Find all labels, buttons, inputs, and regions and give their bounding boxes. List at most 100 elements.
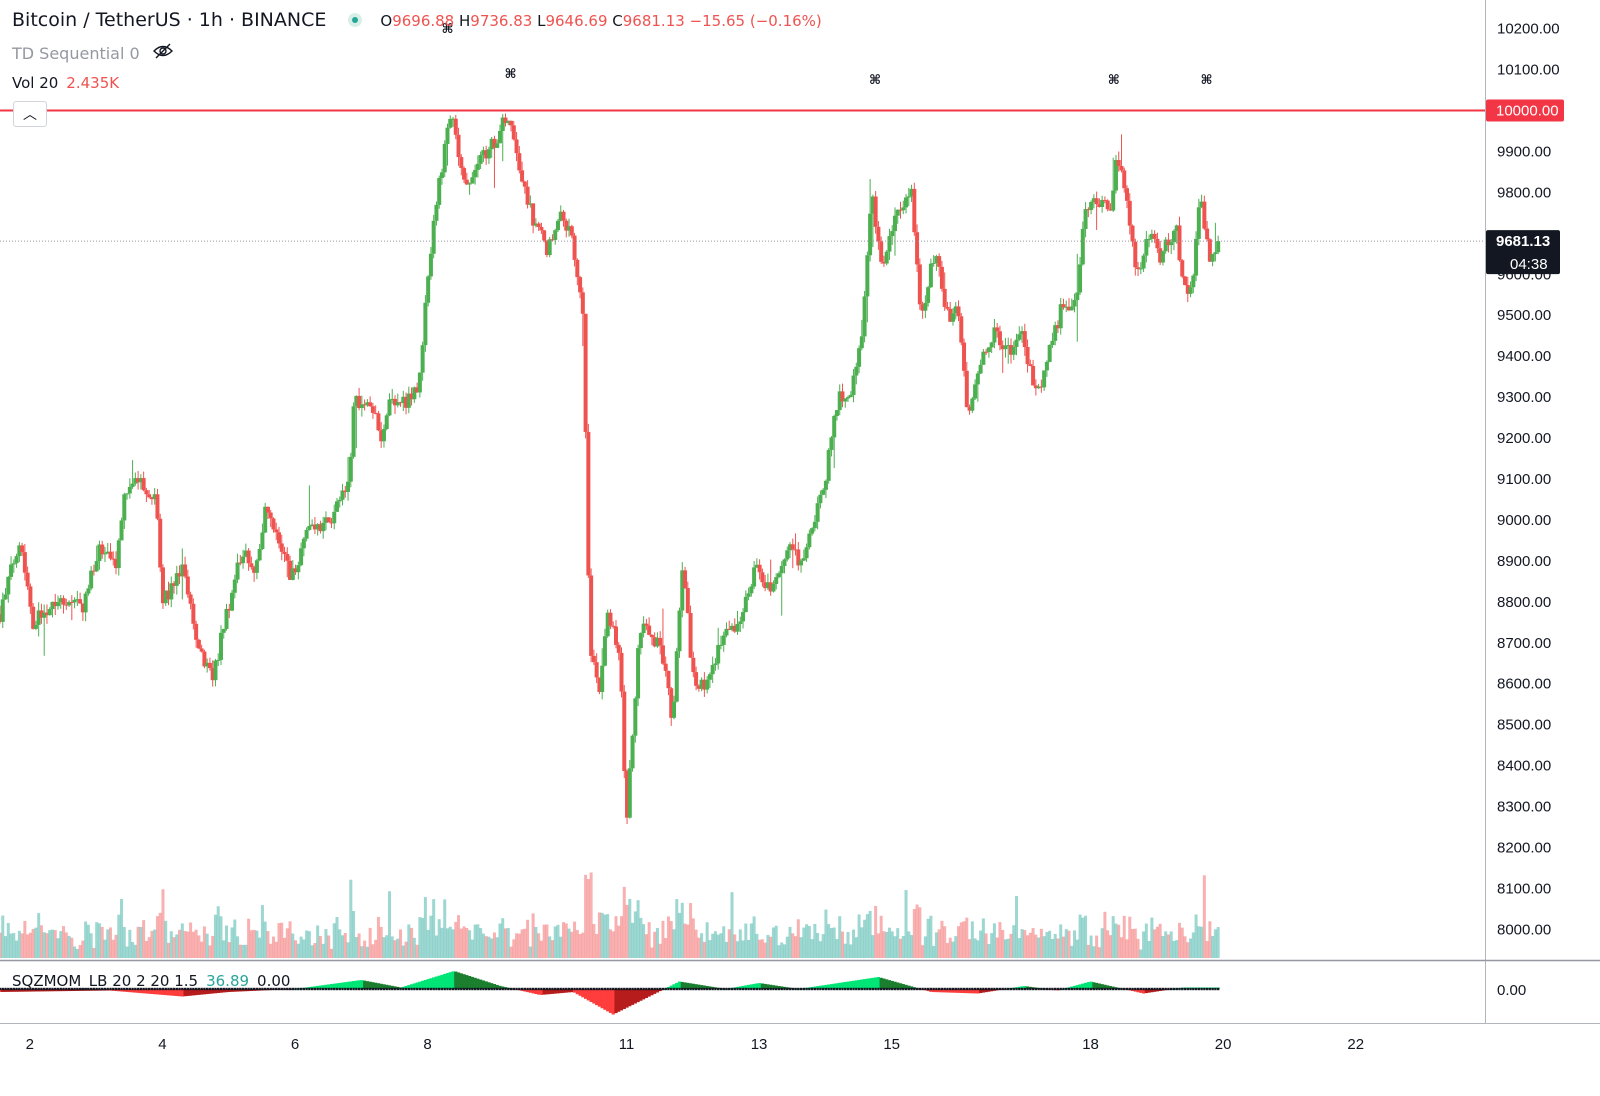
volume-legend[interactable]: Vol 20 2.435K xyxy=(12,74,119,92)
volume-bar xyxy=(1020,929,1024,958)
momentum-bar xyxy=(324,984,328,989)
squeeze-dot xyxy=(34,987,38,991)
squeeze-dot xyxy=(551,987,554,991)
candle-body xyxy=(133,478,138,484)
momentum-bar xyxy=(854,980,858,989)
volume-bar xyxy=(296,943,300,958)
candle-body xyxy=(746,593,751,597)
momentum-bar xyxy=(537,989,541,995)
volume-bar xyxy=(1125,939,1129,958)
candle-body xyxy=(42,612,47,618)
candle-body xyxy=(685,587,690,613)
squeeze-dot xyxy=(678,987,681,991)
candle-body xyxy=(531,203,536,226)
candle-body xyxy=(884,251,889,264)
squeeze-dots xyxy=(0,987,1220,991)
candle-body xyxy=(20,545,25,553)
candle-body xyxy=(78,599,83,604)
candle-body xyxy=(641,623,646,634)
volume-bar xyxy=(1216,927,1220,958)
candle-body xyxy=(572,235,577,260)
volume-bar xyxy=(111,939,115,958)
squeeze-dot xyxy=(628,987,631,991)
candle-body xyxy=(550,239,555,241)
squeeze-dot xyxy=(233,987,236,991)
squeeze-dot xyxy=(827,987,830,991)
candle-body xyxy=(467,183,472,185)
squeeze-dot xyxy=(1211,987,1214,991)
candle-body xyxy=(180,564,185,577)
squeeze-dot xyxy=(741,987,745,991)
candle-body xyxy=(196,639,201,649)
squeeze-dot xyxy=(520,987,524,991)
volume-bar xyxy=(211,935,215,958)
momentum-bar xyxy=(630,989,635,1005)
squeeze-dot xyxy=(675,987,678,991)
squeeze-dot xyxy=(476,987,480,991)
candle-body xyxy=(823,480,828,490)
volume-bar xyxy=(890,931,894,958)
candle-body xyxy=(768,582,773,592)
momentum-bar xyxy=(1108,986,1113,989)
candle-body xyxy=(61,598,66,605)
momentum-bar xyxy=(907,985,911,989)
momentum-bar xyxy=(153,989,157,995)
volume-bar xyxy=(1009,933,1013,958)
squeeze-momentum-legend[interactable]: SQZMOM_LB 20 2 20 1.5 36.89 0.00 xyxy=(12,972,290,990)
candle-body xyxy=(202,651,207,667)
candle-body xyxy=(147,494,152,498)
squeeze-dot xyxy=(943,987,946,991)
candle-body xyxy=(102,553,107,555)
volume-bar xyxy=(727,929,731,958)
candle-body xyxy=(895,209,900,216)
momentum-bar xyxy=(746,984,751,989)
volume-bar xyxy=(6,922,10,958)
momentum-bar xyxy=(967,989,972,994)
candle-body xyxy=(1122,170,1127,189)
last-price-tag[interactable]: 9681.13 04:38 xyxy=(1486,230,1560,275)
squeeze-dot xyxy=(142,987,145,991)
candle-body xyxy=(801,558,806,561)
market-status-dot-icon[interactable] xyxy=(348,13,363,27)
candle-body xyxy=(1216,241,1221,253)
candle-body xyxy=(602,636,607,666)
resistance-price-tag[interactable]: 10000.00 xyxy=(1486,99,1564,122)
candle-body xyxy=(707,674,712,680)
candle-body xyxy=(249,563,254,568)
squeeze-dot xyxy=(186,987,190,991)
volume-bar xyxy=(1056,938,1060,958)
candle-body xyxy=(1050,340,1055,346)
volume-bar xyxy=(213,914,217,958)
squeeze-dot xyxy=(937,987,941,991)
candle-body xyxy=(536,223,541,227)
volume-bar xyxy=(470,939,474,958)
symbol-title[interactable]: Bitcoin / TetherUS · 1h · BINANCE xyxy=(12,9,327,31)
volume-bar xyxy=(655,927,659,958)
candle-body xyxy=(716,644,721,664)
squeeze-dot xyxy=(377,987,380,991)
squeeze-dot xyxy=(1139,987,1143,991)
squeeze-dot xyxy=(620,987,623,991)
volume-bar xyxy=(614,916,618,958)
volume-bar xyxy=(758,939,762,958)
momentum-bar xyxy=(887,980,892,989)
squeeze-dot xyxy=(424,987,427,991)
volume-bar xyxy=(968,939,972,958)
td-sequential-legend[interactable]: TD Sequential 0 xyxy=(12,43,174,63)
candle-body xyxy=(937,256,942,267)
volume-bar xyxy=(429,915,433,958)
squeeze-dot xyxy=(711,987,714,991)
candle-body xyxy=(1119,165,1124,171)
volume-bar xyxy=(807,926,811,958)
price-axis[interactable]: 10200.0010100.0010000.009900.009800.0096… xyxy=(1497,21,1560,939)
squeeze-dot xyxy=(603,987,607,991)
collapse-legend-button[interactable]: ︿ xyxy=(13,101,47,127)
momentum-bar xyxy=(479,979,483,989)
momentum-bar xyxy=(340,982,345,989)
candle-body xyxy=(1155,238,1160,249)
time-axis[interactable]: 2 4 6 8 11 13 15 18 20 22 xyxy=(26,1036,1364,1053)
eye-crossed-icon[interactable] xyxy=(152,43,174,63)
momentum-bar xyxy=(216,989,220,994)
squeeze-dot xyxy=(957,987,960,991)
